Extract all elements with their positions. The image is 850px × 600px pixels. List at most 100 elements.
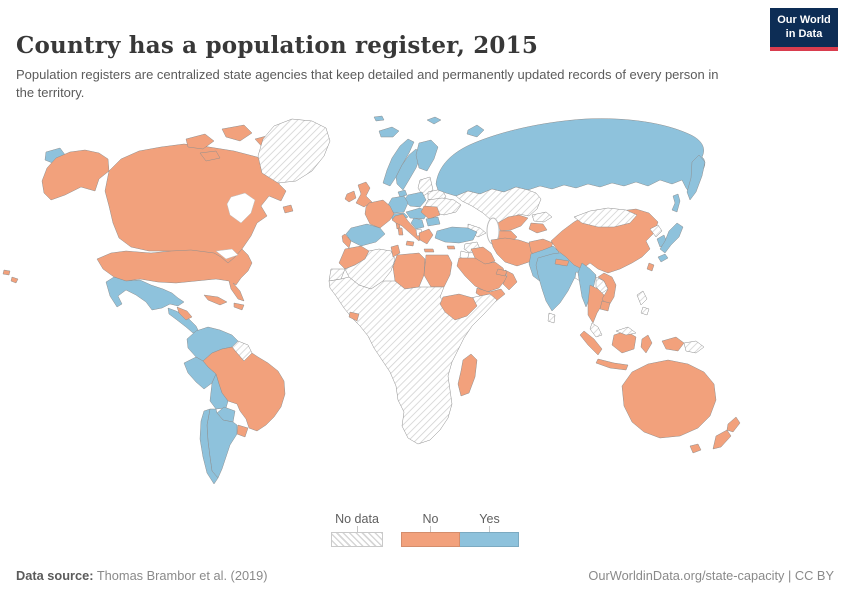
country-romania[interactable] <box>420 205 441 220</box>
country-united-states[interactable] <box>96 248 253 302</box>
svalbard-island[interactable] <box>426 116 442 125</box>
country-iran[interactable] <box>490 237 536 267</box>
sumatra-island[interactable] <box>579 330 603 356</box>
logo-line1: Our World <box>777 14 831 27</box>
country-denmark[interactable] <box>397 189 408 198</box>
legend-no-data-label: No data <box>335 512 379 526</box>
legend-yes-swatch[interactable] <box>460 532 519 547</box>
country-finland[interactable] <box>415 139 439 172</box>
country-philippines[interactable] <box>636 290 648 306</box>
legend-segment-yes: Yes <box>460 512 519 547</box>
great-lakes <box>215 248 239 260</box>
country-chile[interactable] <box>199 408 219 485</box>
new-zealand-south-island[interactable] <box>712 429 732 450</box>
tasmania-island[interactable] <box>689 443 702 454</box>
legend-no-data: No data <box>331 512 383 547</box>
chart-subtitle: Population registers are centralized sta… <box>16 67 719 101</box>
hudson-bay <box>226 192 256 224</box>
country-norway[interactable] <box>382 138 415 187</box>
country-sri-lanka[interactable] <box>547 312 556 324</box>
country-hispaniola[interactable] <box>233 302 245 311</box>
cyprus-island[interactable] <box>446 245 456 250</box>
country-greece[interactable] <box>418 228 434 245</box>
country-ethiopia[interactable] <box>439 293 478 321</box>
country-nepal[interactable] <box>554 258 570 267</box>
sakhalin-island[interactable] <box>671 193 681 213</box>
page-title: Country has a population register, 2015 <box>16 32 539 60</box>
country-spain[interactable] <box>345 223 386 247</box>
country-cambodia[interactable] <box>599 300 611 312</box>
country-newfoundland[interactable] <box>282 204 294 214</box>
country-canada[interactable] <box>104 143 287 264</box>
country-greenland[interactable] <box>257 118 331 184</box>
country-north-korea[interactable] <box>649 224 663 238</box>
chart-footer: Data source: Thomas Brambor et al. (2019… <box>16 568 834 583</box>
legend-no-label: No <box>422 512 439 526</box>
country-thailand[interactable] <box>587 284 605 324</box>
country-liberia[interactable] <box>348 311 360 322</box>
country-tunisia[interactable] <box>390 244 401 258</box>
legend-bar: No Yes <box>401 512 519 547</box>
svalbard-island[interactable] <box>373 115 385 122</box>
new-zealand-north-island[interactable] <box>726 416 741 433</box>
legend-segment-no: No <box>401 512 460 547</box>
legend-tick <box>430 526 431 532</box>
data-source-label: Data source: <box>16 568 94 583</box>
canada-arctic-island[interactable] <box>221 124 253 142</box>
country-iceland[interactable] <box>378 126 400 138</box>
country-cuba[interactable] <box>203 294 228 306</box>
country-oman[interactable] <box>502 269 518 291</box>
country-malaysia-borneo[interactable] <box>615 326 637 336</box>
crete-island[interactable] <box>423 248 435 253</box>
country-saudi-arabia[interactable] <box>456 257 508 293</box>
legend-no-data-swatch[interactable] <box>331 532 383 547</box>
novaya-zemlya-island[interactable] <box>466 124 485 138</box>
legend-tick <box>356 526 358 532</box>
country-bulgaria[interactable] <box>425 216 441 227</box>
map-legend: No data No Yes <box>0 512 850 547</box>
japan-kyushu-island[interactable] <box>657 253 669 263</box>
country-kyrgyzstan[interactable] <box>531 211 553 223</box>
country-nicaragua-honduras[interactable] <box>176 306 193 321</box>
region-west-balkans[interactable] <box>410 217 425 230</box>
sardinia-island[interactable] <box>397 227 404 236</box>
country-uae[interactable] <box>495 268 508 277</box>
kamchatka-peninsula[interactable] <box>686 154 706 201</box>
indonesia-papua[interactable] <box>661 336 685 352</box>
country-malaysia-peninsula[interactable] <box>589 322 603 338</box>
country-japan[interactable] <box>659 222 684 254</box>
country-france[interactable] <box>364 199 395 229</box>
country-mexico[interactable] <box>105 276 185 311</box>
country-tajikistan[interactable] <box>528 222 548 234</box>
country-papua-new-guinea[interactable] <box>683 340 705 354</box>
country-egypt[interactable] <box>423 254 453 288</box>
canada-arctic-island[interactable] <box>199 150 221 162</box>
taiwan-island[interactable] <box>646 262 655 272</box>
sicily-island[interactable] <box>405 240 415 247</box>
country-madagascar[interactable] <box>457 353 478 397</box>
country-portugal[interactable] <box>341 233 352 249</box>
country-uruguay[interactable] <box>236 424 249 438</box>
data-source: Data source: Thomas Brambor et al. (2019… <box>16 568 268 583</box>
country-mongolia[interactable] <box>573 207 638 228</box>
owid-link[interactable]: OurWorldinData.org/state-capacity | CC B… <box>588 568 834 583</box>
java-island[interactable] <box>595 358 629 371</box>
hawaii-island[interactable] <box>10 276 19 284</box>
country-kazakhstan[interactable] <box>455 186 542 228</box>
legend-yes-label: Yes <box>479 512 500 526</box>
hawaii-island[interactable] <box>2 269 11 276</box>
owid-logo[interactable]: Our World in Data <box>770 8 838 51</box>
country-turkey[interactable] <box>434 226 478 244</box>
country-ireland[interactable] <box>344 190 357 203</box>
country-australia[interactable] <box>621 359 717 439</box>
country-alaska-usa[interactable] <box>41 149 110 201</box>
logo-line2: in Data <box>785 27 823 40</box>
country-philippines[interactable] <box>640 306 650 316</box>
sulawesi-island[interactable] <box>640 334 653 354</box>
legend-no-swatch[interactable] <box>401 532 460 547</box>
country-united-kingdom[interactable] <box>355 181 373 208</box>
country-russia[interactable] <box>435 118 706 197</box>
canada-arctic-island[interactable] <box>185 133 215 150</box>
country-italy[interactable] <box>391 213 423 242</box>
